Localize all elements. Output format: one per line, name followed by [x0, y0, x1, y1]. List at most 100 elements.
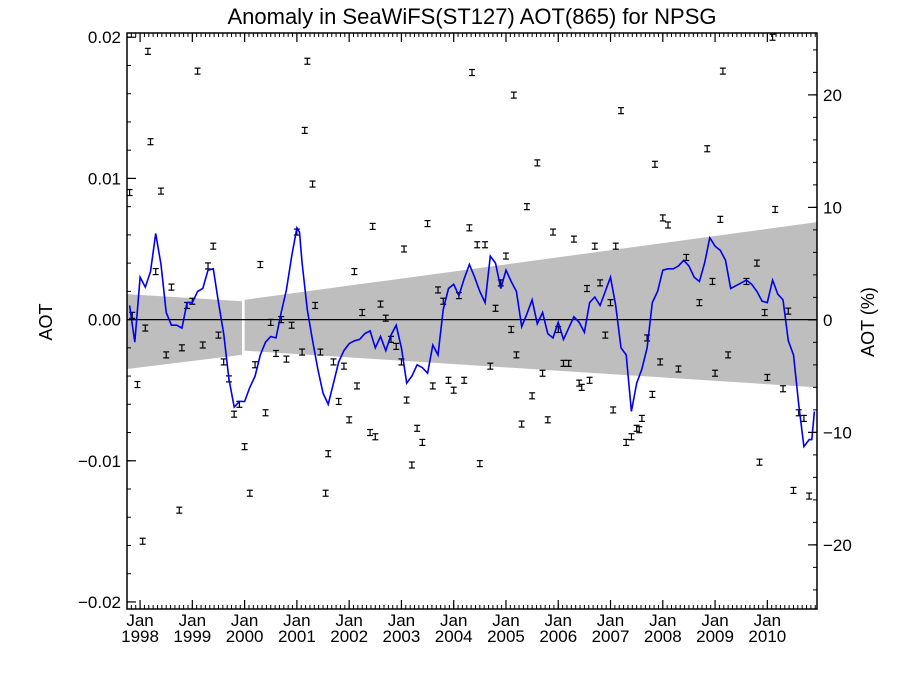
data-point — [317, 348, 324, 356]
data-point — [665, 221, 672, 229]
data-point — [403, 396, 410, 404]
data-point — [401, 245, 408, 253]
data-point — [597, 279, 604, 287]
data-point — [288, 321, 295, 329]
data-point — [492, 304, 499, 312]
x-tick-year: 2008 — [644, 627, 682, 646]
x-tick-year: 2009 — [696, 627, 734, 646]
data-point — [283, 355, 290, 363]
data-point — [586, 376, 593, 384]
x-tick-year: 2001 — [278, 627, 316, 646]
data-point — [241, 443, 248, 451]
data-point — [257, 260, 264, 269]
data-point — [267, 318, 274, 327]
x-tick-year: 2006 — [539, 627, 577, 646]
data-point — [474, 241, 481, 249]
data-point — [194, 67, 201, 75]
data-point — [466, 224, 473, 232]
x-tick-month: Jan — [126, 611, 153, 630]
data-point — [785, 307, 792, 315]
data-point — [429, 382, 436, 390]
x-tick-month: Jan — [545, 611, 572, 630]
data-point — [513, 351, 520, 359]
x-tick-year: 1998 — [121, 627, 159, 646]
data-point — [617, 107, 624, 115]
data-point — [578, 383, 585, 391]
data-point — [510, 91, 517, 99]
data-point — [612, 242, 619, 250]
data-point — [719, 67, 726, 75]
data-point — [487, 362, 494, 370]
data-point — [205, 262, 212, 270]
x-tick-month: Jan — [649, 611, 676, 630]
x-tick-year: 2007 — [592, 627, 630, 646]
data-point — [651, 160, 658, 168]
x-tick-month: Jan — [335, 611, 362, 630]
data-point — [377, 300, 384, 308]
data-point — [340, 362, 347, 370]
data-point — [210, 242, 217, 250]
data-point — [649, 390, 656, 399]
data-point — [584, 284, 590, 293]
y2-tick-label: 20 — [823, 86, 842, 105]
x-tick-month: Jan — [231, 611, 258, 630]
data-point — [534, 159, 541, 167]
data-point — [610, 406, 617, 414]
data-point — [325, 450, 332, 458]
data-point — [696, 299, 703, 307]
data-point — [450, 386, 457, 394]
data-point — [152, 267, 159, 276]
x-tick-year: 2002 — [330, 627, 368, 646]
data-point — [335, 397, 342, 406]
data-point — [330, 358, 337, 366]
data-point — [372, 433, 379, 441]
y2-tick-label: −20 — [823, 536, 852, 555]
data-point — [220, 358, 227, 366]
data-point — [469, 68, 475, 77]
data-point — [369, 222, 376, 231]
data-point — [346, 416, 353, 424]
data-point — [772, 205, 779, 214]
data-point — [529, 392, 536, 400]
data-point — [144, 47, 151, 55]
data-point — [435, 286, 442, 294]
data-point — [659, 214, 666, 222]
y2-axis-label: AOT (%) — [858, 287, 878, 357]
x-tick-month: Jan — [754, 611, 781, 630]
y-tick-label: 0.02 — [88, 28, 121, 47]
data-point — [322, 489, 329, 497]
data-point — [246, 489, 253, 497]
data-point — [393, 342, 400, 351]
data-point — [712, 369, 719, 377]
data-point — [414, 424, 421, 432]
data-point — [424, 219, 431, 228]
data-point — [800, 414, 807, 423]
data-point — [638, 414, 645, 423]
data-point — [419, 438, 426, 447]
data-point — [769, 33, 776, 41]
data-point — [717, 215, 724, 223]
x-tick-year: 2005 — [487, 627, 525, 646]
y-tick-label: 0.00 — [88, 311, 121, 330]
axes: 0.020.010.00−0.01−0.0220100−10−20Jan1998… — [78, 28, 852, 646]
data-point — [623, 438, 630, 447]
x-tick-month: Jan — [701, 611, 728, 630]
data-point — [163, 351, 170, 359]
y-tick-label: −0.01 — [78, 452, 121, 471]
data-point — [502, 252, 509, 260]
x-tick-month: Jan — [283, 611, 310, 630]
data-point — [560, 359, 567, 367]
data-point — [780, 385, 787, 393]
data-point — [134, 380, 141, 389]
data-point — [199, 341, 206, 349]
data-point — [176, 506, 183, 514]
y-axis-label: AOT — [36, 303, 56, 340]
data-point — [761, 308, 768, 317]
data-point — [544, 416, 551, 424]
data-point — [709, 277, 716, 286]
x-tick-year: 2010 — [748, 627, 786, 646]
x-tick-month: Jan — [492, 611, 519, 630]
x-tick-month: Jan — [597, 611, 624, 630]
data-point — [602, 331, 609, 339]
